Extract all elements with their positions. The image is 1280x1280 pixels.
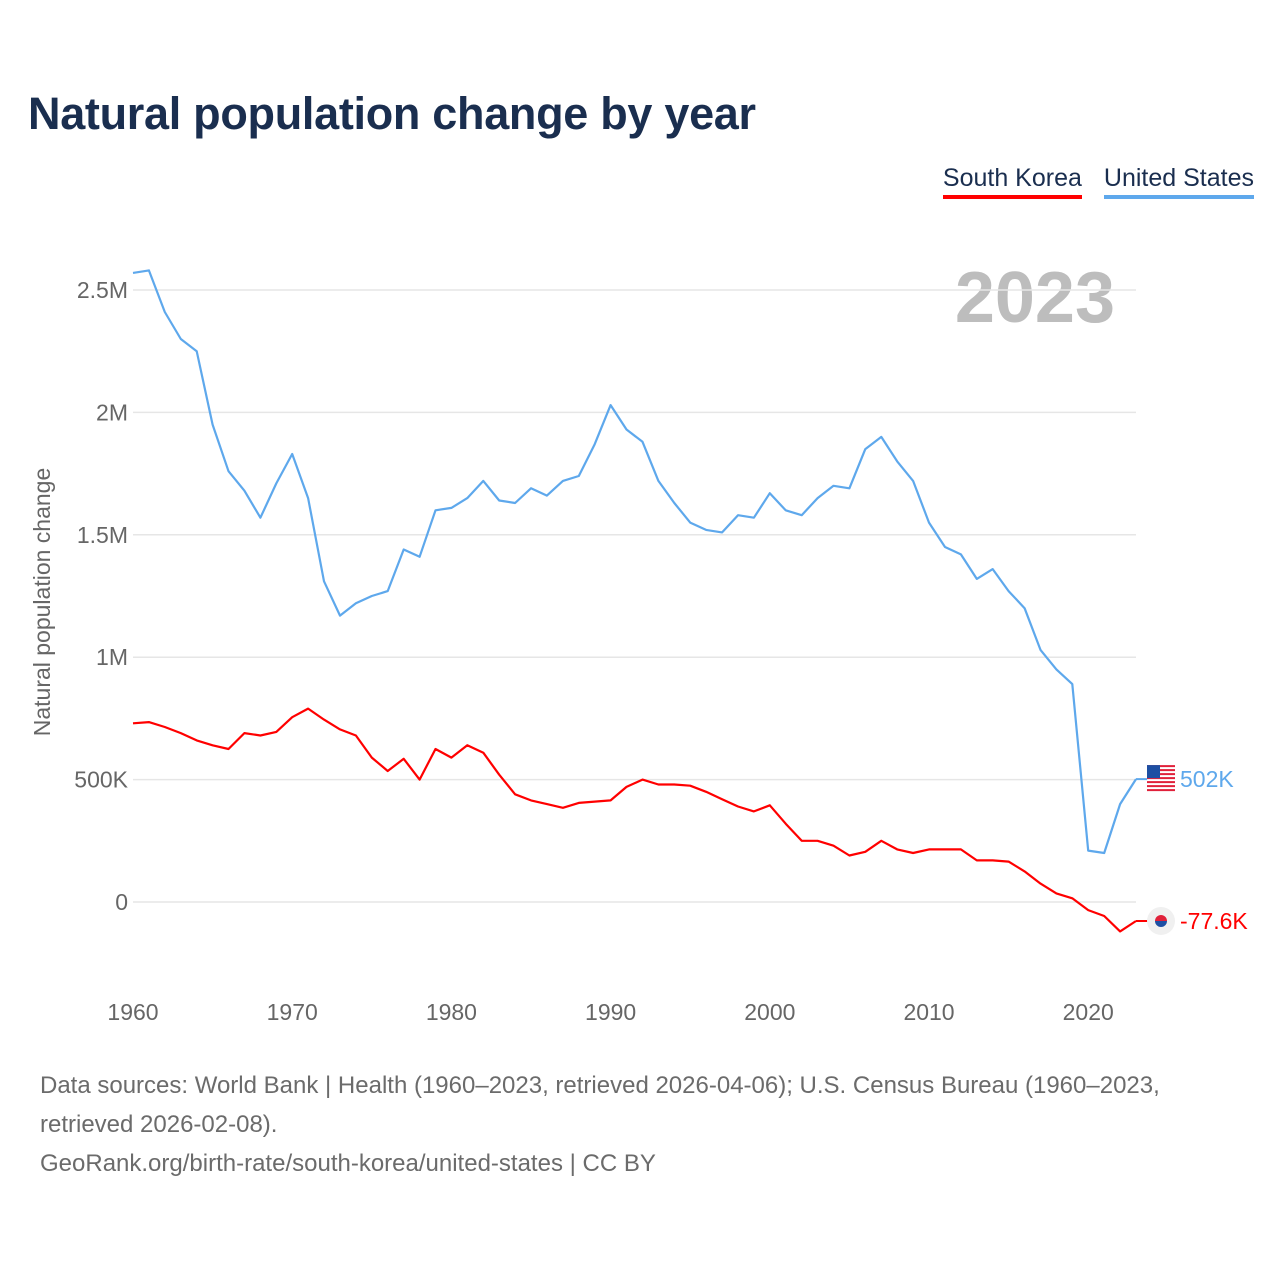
legend: South Korea United States [942,164,1254,199]
source-link[interactable]: GeoRank.org/birth-rate/south-korea/unite… [40,1150,656,1177]
flag-stripe [1147,777,1175,780]
flag-stripe [1147,789,1175,792]
flag-canton [1147,765,1160,779]
flag-stripe [1147,781,1175,784]
x-tick-label: 1970 [267,999,318,1025]
x-tick-label: 2010 [903,999,954,1025]
y-tick-label: 1M [96,644,128,670]
y-tick-label: 1.5M [77,522,128,548]
data-sources: Data sources: World Bank | Health (1960–… [40,1072,1160,1138]
flag-stripe [1147,785,1175,788]
end-value-label: -77.6K [1180,908,1248,934]
taeguk-red [1155,914,1167,921]
flag-stripe [1147,769,1175,772]
legend-item-united-states[interactable]: United States [1103,164,1254,199]
x-tick-label: 2000 [744,999,795,1025]
taeguk-blue [1155,920,1167,927]
y-tick-label: 0 [115,889,128,915]
end-value-label: 502K [1180,766,1234,792]
x-tick-label: 1960 [107,999,158,1025]
chart-title: Natural population change by year [28,88,756,139]
y-axis-label: Natural population change [29,468,55,737]
legend-item-south-korea[interactable]: South Korea [942,164,1082,199]
x-tick-label: 1980 [426,999,477,1025]
flag-stripe [1147,773,1175,776]
flag-stripe [1147,765,1175,768]
series-line-south-korea [132,707,1137,933]
x-tick-label: 2020 [1063,999,1114,1025]
y-tick-label: 2.5M [77,277,128,303]
x-tick-label: 1990 [585,999,636,1025]
y-tick-label: 500K [74,767,128,793]
year-watermark: 2023 [955,258,1115,338]
footer: Data sources: World Bank | Health (1960–… [40,1066,1250,1183]
series-line-united-states [132,269,1137,855]
y-tick-label: 2M [96,399,128,425]
